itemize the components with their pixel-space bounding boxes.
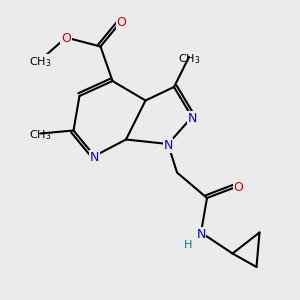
Text: N: N bbox=[163, 139, 173, 152]
Text: CH$_3$: CH$_3$ bbox=[29, 55, 52, 69]
Text: H: H bbox=[184, 239, 193, 250]
Text: N: N bbox=[187, 112, 197, 125]
Text: CH$_3$: CH$_3$ bbox=[29, 128, 52, 142]
Text: O: O bbox=[61, 32, 71, 46]
Text: N: N bbox=[196, 227, 206, 241]
Text: O: O bbox=[234, 181, 243, 194]
Text: CH$_3$: CH$_3$ bbox=[178, 52, 200, 66]
Text: O: O bbox=[117, 16, 126, 29]
Text: N: N bbox=[90, 151, 99, 164]
